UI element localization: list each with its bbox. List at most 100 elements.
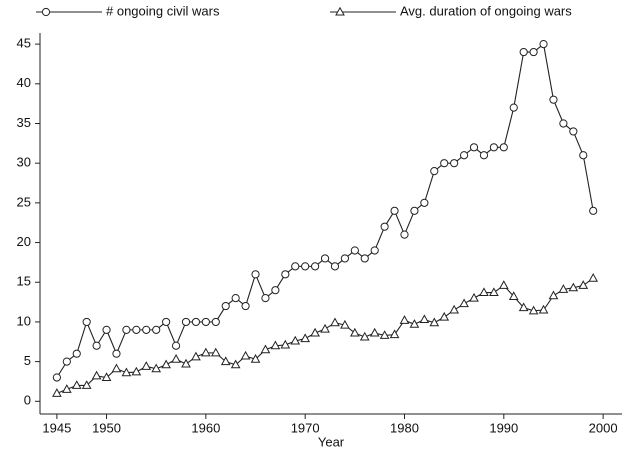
- point: [231, 294, 240, 303]
- point: [539, 40, 548, 49]
- point: [261, 294, 270, 303]
- point: [518, 302, 529, 312]
- point: [230, 359, 241, 369]
- point: [469, 143, 479, 152]
- point: [568, 282, 579, 292]
- point: [538, 304, 549, 314]
- point: [399, 315, 410, 324]
- point: [479, 287, 489, 297]
- point: [162, 317, 171, 327]
- point: [479, 151, 489, 160]
- point: [380, 222, 389, 231]
- point: [112, 349, 121, 358]
- point: [91, 370, 102, 380]
- point: [52, 388, 62, 397]
- point: [449, 304, 460, 314]
- point: [251, 270, 260, 279]
- point: [81, 380, 92, 389]
- point: [459, 151, 469, 160]
- x-tick-label: 1970: [291, 420, 320, 435]
- point: [498, 280, 509, 289]
- point: [280, 339, 291, 349]
- point: [519, 47, 528, 57]
- x-tick-label: 1960: [191, 420, 220, 435]
- point: [271, 286, 280, 295]
- point: [301, 262, 310, 271]
- y-tick-label: 35: [17, 115, 31, 130]
- point: [151, 363, 162, 373]
- x-tick-label: 1945: [42, 420, 71, 435]
- point: [469, 292, 479, 302]
- point: [549, 95, 558, 104]
- point: [430, 167, 439, 176]
- point: [250, 354, 261, 363]
- point: [579, 151, 588, 160]
- point: [499, 143, 508, 152]
- x-tick-label: 1990: [489, 420, 518, 435]
- point: [350, 246, 359, 255]
- point: [320, 323, 330, 333]
- point: [220, 356, 231, 366]
- x-tick-label: 1980: [390, 420, 419, 435]
- point: [61, 384, 72, 393]
- point: [270, 340, 281, 350]
- point: [528, 305, 539, 315]
- point: [82, 317, 91, 327]
- point: [300, 333, 311, 343]
- point: [588, 273, 599, 282]
- x-axis-label: Year: [318, 434, 345, 449]
- point: [260, 344, 271, 354]
- point: [529, 47, 538, 57]
- point: [578, 280, 589, 289]
- point: [559, 119, 568, 128]
- point: [420, 198, 429, 207]
- point: [181, 358, 191, 368]
- point: [72, 349, 81, 358]
- point: [131, 366, 142, 376]
- point: [369, 327, 380, 337]
- point: [71, 380, 82, 389]
- point: [142, 325, 151, 334]
- point: [201, 317, 210, 327]
- x-tick-label: 1950: [92, 420, 121, 435]
- point: [141, 361, 152, 370]
- point: [359, 331, 370, 341]
- point: [450, 159, 459, 168]
- point: [191, 317, 201, 327]
- y-tick-label: 40: [17, 75, 31, 90]
- y-tick-label: 0: [24, 393, 31, 408]
- point: [429, 317, 440, 327]
- point: [211, 317, 220, 327]
- point: [132, 325, 141, 334]
- point: [111, 363, 122, 373]
- y-tick-label: 20: [17, 234, 31, 249]
- legend-marker: [335, 6, 345, 16]
- point: [181, 317, 191, 327]
- point: [558, 284, 569, 293]
- point: [569, 127, 578, 136]
- point: [171, 354, 181, 363]
- point: [509, 103, 518, 112]
- x-tick-label: 2000: [589, 420, 618, 435]
- point: [281, 270, 290, 279]
- point: [459, 298, 469, 308]
- point: [349, 327, 360, 337]
- point: [121, 367, 132, 377]
- point: [439, 311, 450, 321]
- point: [92, 341, 101, 350]
- point: [330, 317, 340, 327]
- y-tick-label: 30: [17, 155, 31, 170]
- point: [320, 254, 330, 263]
- point: [389, 329, 400, 339]
- y-tick-label: 15: [17, 274, 31, 289]
- point: [489, 287, 499, 297]
- point: [311, 262, 320, 271]
- point: [152, 325, 161, 334]
- y-tick-label: 10: [17, 313, 31, 328]
- point: [210, 347, 221, 357]
- point: [589, 206, 598, 215]
- point: [330, 262, 340, 271]
- point: [171, 341, 181, 350]
- point: [310, 327, 320, 337]
